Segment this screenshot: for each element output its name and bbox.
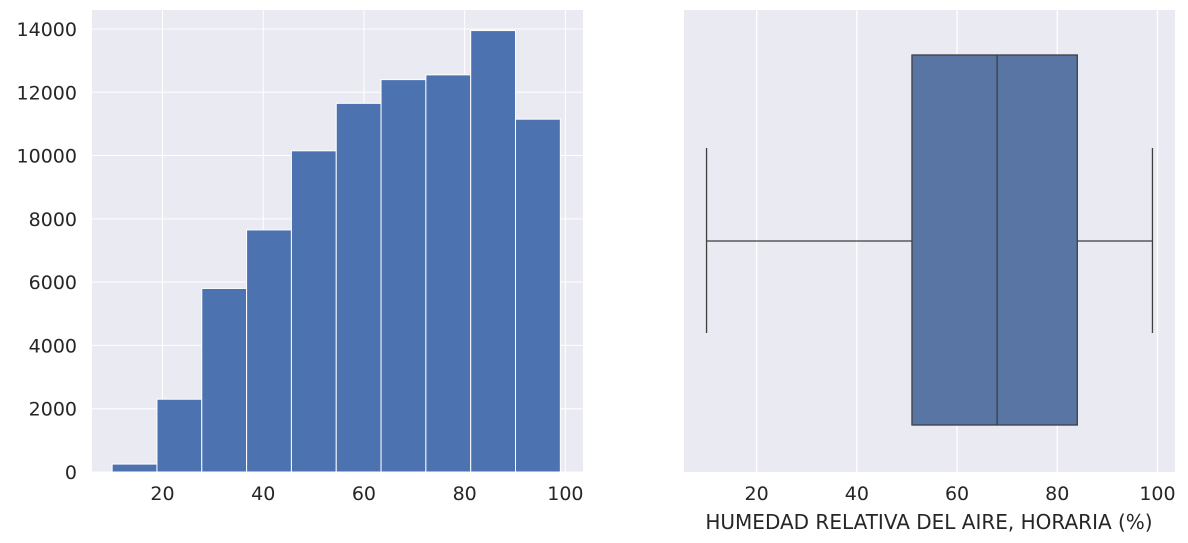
histogram-bar bbox=[201, 287, 248, 473]
histogram-bar bbox=[470, 30, 517, 473]
hist-y-tick-label: 2000 bbox=[29, 399, 77, 421]
hist-y-tick-label: 0 bbox=[65, 462, 77, 484]
hist-y-tick-label: 8000 bbox=[29, 209, 77, 231]
histogram-bar bbox=[246, 229, 292, 473]
hist-x-tick-label: 40 bbox=[251, 483, 275, 505]
hist-x-tick-label: 20 bbox=[150, 483, 174, 505]
hist-y-tick-label: 4000 bbox=[29, 335, 77, 357]
histogram-bar bbox=[425, 74, 472, 473]
histogram-bars bbox=[111, 30, 561, 473]
hist-x-tick-label: 100 bbox=[547, 483, 583, 505]
boxplot-x-axis-label: HUMEDAD RELATIVA DEL AIRE, HORARIA (%) bbox=[705, 510, 1152, 534]
iqr-box bbox=[911, 54, 1078, 426]
box-x-tick-label: 100 bbox=[1139, 483, 1175, 505]
histogram-bar bbox=[111, 463, 158, 473]
hist-y-tick-label: 10000 bbox=[17, 146, 77, 168]
hist-y-tick-label: 12000 bbox=[17, 82, 77, 104]
box-x-tick-label: 60 bbox=[945, 483, 969, 505]
box-x-tick-label: 40 bbox=[845, 483, 869, 505]
boxplot-shapes bbox=[705, 54, 1154, 426]
histogram-x-tick-labels: 20 40 60 80 100 bbox=[150, 483, 583, 505]
hist-y-tick-label: 6000 bbox=[29, 272, 77, 294]
hist-y-tick-label: 14000 bbox=[17, 19, 77, 41]
histogram-bar bbox=[156, 398, 203, 473]
box-x-tick-label: 20 bbox=[745, 483, 769, 505]
boxplot-x-tick-labels: 20 40 60 80 100 bbox=[745, 483, 1176, 505]
hist-x-tick-label: 60 bbox=[352, 483, 376, 505]
histogram-bar bbox=[380, 79, 427, 473]
box-x-tick-label: 80 bbox=[1045, 483, 1069, 505]
histogram-y-tick-labels: 0 2000 4000 6000 8000 10000 12000 14000 bbox=[17, 19, 77, 484]
histogram-bar bbox=[290, 150, 337, 473]
hist-x-tick-label: 80 bbox=[453, 483, 477, 505]
boxplot-panel: 20 40 60 80 100 HUMEDAD RELATIVA DEL AIRE, H… bbox=[684, 10, 1176, 534]
histogram-panel: 20 40 60 80 100 0 2000 4000 6000 8000 10000 12000 1… bbox=[17, 10, 584, 505]
histogram-bar bbox=[335, 102, 382, 473]
histogram-bar bbox=[515, 118, 561, 473]
